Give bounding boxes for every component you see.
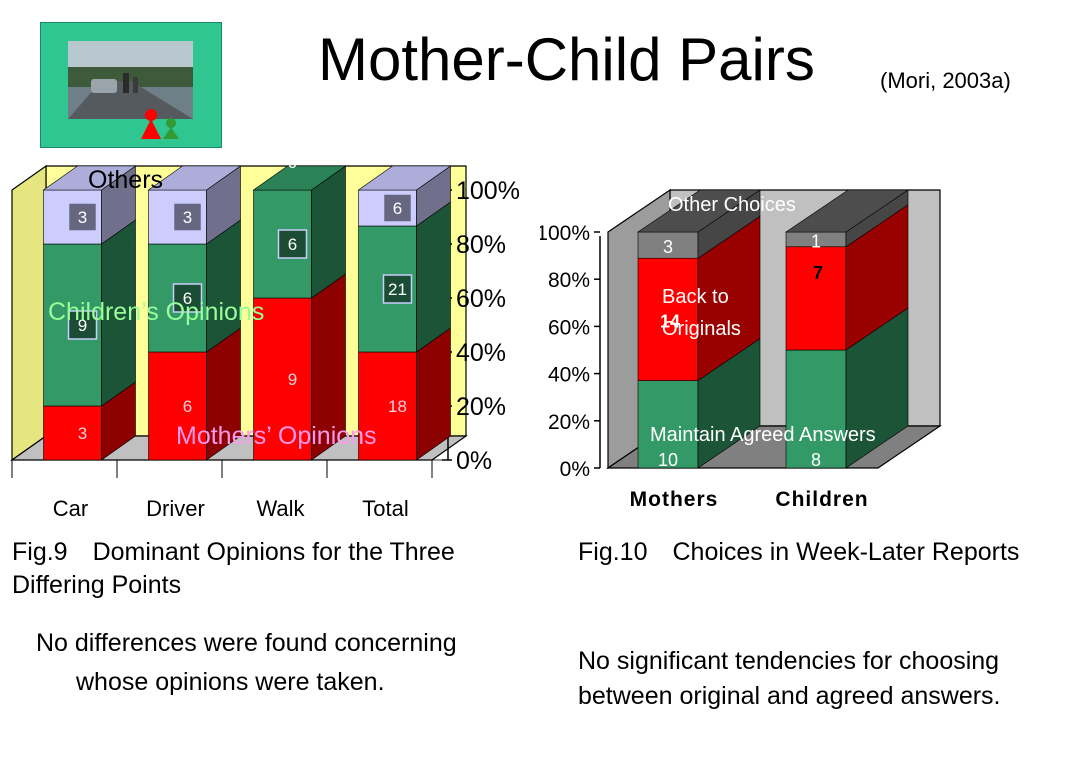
y-tick-label: 40% — [548, 364, 590, 387]
y-tick-label: 40% — [456, 339, 506, 367]
y-tick-label: 80% — [456, 231, 506, 259]
data-label-mothers-maintain-agreed-answers: 10 — [658, 450, 678, 470]
series-label-mothers-opinions: Mothers’ Opinions — [176, 422, 377, 450]
x-tick-label: Total — [362, 496, 408, 521]
y-tick-label: 60% — [456, 285, 506, 313]
bar-mothers-back-to-originals-front — [637, 257, 699, 381]
x-tick-label: Children — [775, 488, 868, 511]
x-tick-label: Car — [53, 496, 88, 521]
data-label-total-others: 6 — [393, 199, 402, 218]
y-tick-label: 20% — [548, 411, 590, 434]
data-label-mothers-back-to-originals: 14 — [660, 311, 680, 331]
data-label-mothers-other-choices: 3 — [663, 237, 673, 257]
data-label-car-children-s-opinions: 9 — [78, 316, 87, 335]
x-tick-label: Driver — [146, 496, 205, 521]
data-label-driver-children-s-opinions: 6 — [183, 289, 192, 308]
data-label-box — [67, 202, 98, 232]
bar-car-mothers-opinions-front — [43, 405, 102, 461]
series-label-back-to-originals-line1: Back to — [662, 286, 729, 308]
data-label-box — [172, 283, 203, 313]
data-label-car-others: 3 — [78, 208, 87, 227]
y-tick-label: 100% — [456, 177, 520, 205]
data-label-children-back-to-originals: 7 — [813, 263, 823, 283]
data-label-driver-others: 3 — [183, 208, 192, 227]
bar-walk-top — [252, 165, 347, 191]
bar-driver-top — [147, 165, 242, 191]
figure-note: No differences were found concerning who… — [36, 629, 457, 696]
data-label-walk-children-s-opinions: 6 — [288, 235, 297, 254]
bar-total-children-s-opinions-side — [416, 201, 451, 353]
figure-note: No significant tendencies for choosing b… — [578, 647, 1001, 710]
page-title: Mother-Child Pairs — [318, 26, 815, 93]
chart-week-later-choices: 0% 20% 40% 60% 80% 100% 10 14 3 Mothers 8 7 1 Childre… — [540, 188, 942, 511]
series-label-maintain-agreed-answers: Maintain Agreed Answers — [650, 424, 876, 446]
bar-walk-mothers-opinions-front — [253, 297, 312, 461]
bar-mothers-maintain-agreed-answers-front — [637, 380, 699, 469]
data-label-total-mothers-opinions: 18 — [388, 397, 407, 416]
y-tick-label: 60% — [548, 316, 590, 339]
series-label-back-to-originals-line2: Originals — [662, 318, 741, 340]
data-label-walk-mothers-opinions: 9 — [288, 370, 297, 389]
figure-caption: Fig.10 Choices in Week-Later Reports — [578, 538, 1020, 566]
data-label-total-children-s-opinions: 21 — [388, 280, 407, 299]
data-label-box — [67, 310, 98, 340]
y-tick-label: 0% — [456, 447, 492, 475]
bar-children-maintain-agreed-answers-front — [785, 349, 847, 469]
bar-car-top — [42, 165, 137, 191]
bar-mothers-top — [637, 189, 761, 233]
bar-children-top — [785, 189, 909, 233]
chart-dominant-opinions: 0% 20% 40% 60% 80% 100% 3 9 3 Car 6 6 3 Driver 9 6 0 Walk… — [10, 160, 520, 521]
side-wall — [11, 164, 47, 462]
x-tick-label: Walk — [256, 496, 305, 521]
data-label-walk-others: 0 — [288, 160, 297, 172]
data-label-box — [277, 229, 308, 259]
bar-driver-mothers-opinions-front — [148, 351, 207, 461]
logo-photo-icon — [68, 41, 193, 139]
y-tick-label: 80% — [548, 269, 590, 292]
series-label-childrens-opinions: Children’s Opinions — [48, 298, 264, 326]
y-tick-label: 0% — [560, 458, 590, 481]
data-label-driver-mothers-opinions: 6 — [183, 397, 192, 416]
series-label-other-choices: Other Choices — [668, 194, 796, 216]
data-label-box — [172, 202, 203, 232]
data-label-box — [382, 193, 413, 223]
data-label-car-mothers-opinions: 3 — [78, 424, 87, 443]
citation: (Mori, 2003a) — [880, 68, 1011, 93]
data-label-box — [382, 274, 413, 304]
x-tick-label: Mothers — [630, 488, 719, 511]
bar-mothers-other-choices-front — [637, 231, 699, 259]
figure-caption: Fig.9 Dominant Opinions for the Three Di… — [12, 538, 455, 600]
logo-illustration — [40, 22, 222, 148]
y-tick-label: 20% — [456, 393, 506, 421]
series-label-others: Others — [88, 166, 163, 194]
data-label-children-maintain-agreed-answers: 8 — [811, 450, 821, 470]
bar-total-mothers-opinions-front — [358, 351, 417, 461]
y-tick-label: 100% — [540, 222, 590, 245]
bar-total-top — [357, 165, 452, 191]
data-label-children-other-choices: 1 — [811, 231, 821, 251]
